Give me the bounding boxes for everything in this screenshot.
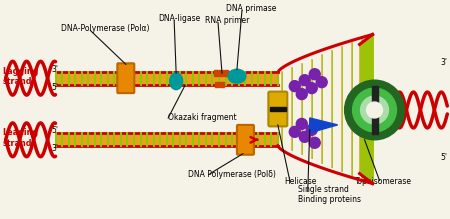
Bar (224, 70, 228, 76)
Text: Single strand
Binding proteins: Single strand Binding proteins (298, 185, 361, 204)
Bar (372, 86, 378, 134)
Bar (214, 70, 218, 76)
Text: 3': 3' (51, 144, 58, 153)
Circle shape (299, 131, 310, 142)
Circle shape (289, 126, 300, 137)
Circle shape (299, 75, 310, 86)
Text: 5': 5' (51, 83, 58, 92)
Circle shape (345, 80, 405, 140)
Text: Topoisomerase: Topoisomerase (355, 177, 412, 186)
Text: Leading
strand: Leading strand (3, 128, 39, 148)
Circle shape (296, 118, 307, 129)
Circle shape (309, 137, 320, 148)
Circle shape (306, 124, 317, 135)
Text: DNA Polymerase (Polδ): DNA Polymerase (Polδ) (188, 170, 276, 179)
Ellipse shape (228, 69, 246, 83)
Text: RNA primer: RNA primer (205, 16, 249, 25)
Text: DNA-ligase: DNA-ligase (158, 14, 200, 23)
Polygon shape (310, 118, 338, 133)
Circle shape (306, 83, 317, 94)
FancyBboxPatch shape (117, 63, 134, 93)
Ellipse shape (170, 73, 183, 90)
Bar (220, 82, 224, 87)
Circle shape (360, 96, 388, 124)
Text: DNA primase: DNA primase (226, 4, 276, 13)
Text: 5': 5' (51, 126, 58, 135)
Text: Okazaki fragment: Okazaki fragment (168, 113, 237, 122)
Text: 3': 3' (441, 58, 448, 67)
Circle shape (353, 88, 396, 132)
Circle shape (316, 77, 327, 88)
Circle shape (289, 81, 300, 92)
Text: Lagging
strand: Lagging strand (3, 67, 39, 86)
Text: DNA-Polymerase (Polα): DNA-Polymerase (Polα) (60, 24, 149, 33)
Circle shape (367, 102, 382, 118)
Circle shape (296, 89, 307, 100)
Text: 5': 5' (441, 153, 448, 162)
Bar (219, 70, 223, 76)
FancyBboxPatch shape (237, 125, 254, 155)
Text: Helicase: Helicase (284, 177, 316, 186)
Text: 3': 3' (51, 65, 58, 74)
Circle shape (309, 69, 320, 80)
Bar (270, 107, 286, 111)
Bar (215, 82, 219, 87)
FancyBboxPatch shape (268, 92, 287, 126)
